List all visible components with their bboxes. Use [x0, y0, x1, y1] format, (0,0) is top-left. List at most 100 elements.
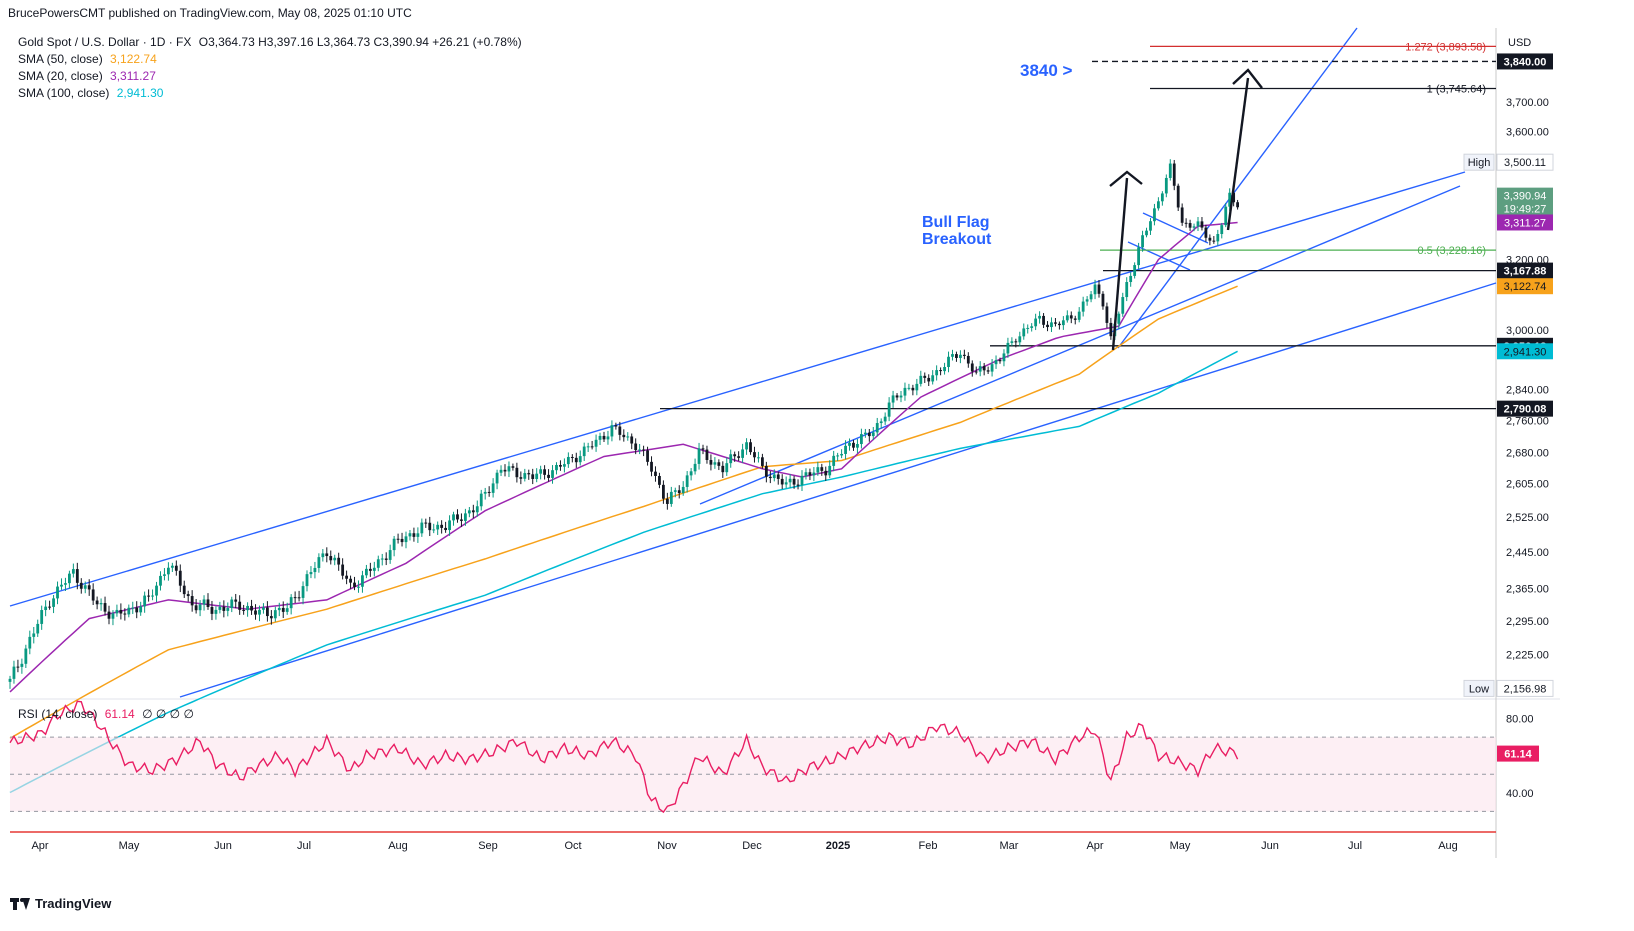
pattern-line-2: Breakout — [922, 231, 992, 248]
candle-body — [64, 583, 67, 585]
candle-body — [931, 375, 935, 382]
candle-body — [242, 609, 246, 611]
symbol-name[interactable]: Gold Spot / U.S. Dollar · 1D · FX — [18, 35, 192, 49]
candle-body — [804, 472, 808, 476]
candle-body — [574, 457, 578, 463]
rsi-line — [9, 700, 1239, 814]
candle-body — [60, 584, 63, 587]
pattern-annotation[interactable]: Bull Flag Breakout — [922, 214, 991, 248]
candle-body — [673, 490, 677, 492]
marker-tag-box — [1463, 679, 1495, 697]
candle-body — [1129, 275, 1133, 283]
candle-body — [566, 456, 570, 465]
tradingview-logo[interactable]: TradingView — [10, 896, 111, 911]
rsi-band — [10, 737, 1496, 812]
candle-body — [808, 472, 812, 476]
candle-body — [487, 491, 491, 493]
candle-body — [570, 456, 574, 458]
candle-body — [665, 498, 669, 504]
sma50-label[interactable]: SMA (50, close) — [18, 52, 103, 66]
candle-body — [1216, 234, 1220, 242]
price-markers: 3,500.11 High 3,840.00 3,390.9419:49:273,31… — [1463, 53, 1554, 697]
candle-body — [301, 586, 305, 598]
candle-body — [650, 461, 653, 472]
price-marker-box — [1497, 214, 1553, 231]
currency-label: USD — [1508, 37, 1531, 49]
candle-body — [1034, 318, 1038, 327]
candle-body — [218, 606, 222, 610]
candle-body — [503, 469, 507, 472]
candle-body — [768, 476, 772, 479]
time-tick-label: May — [119, 840, 140, 852]
candle-body — [75, 569, 79, 583]
candle-body — [923, 375, 927, 378]
candle-body — [863, 432, 867, 435]
candle-body — [28, 636, 32, 649]
candle-body — [638, 449, 642, 451]
price-tick-label: 2,445.00 — [1506, 547, 1549, 559]
candle-body — [966, 355, 970, 364]
candle-body — [701, 448, 705, 450]
candle-body — [159, 575, 162, 586]
fib-label: 1.272 (3,893.58) — [1405, 41, 1486, 53]
target-annotation[interactable]: 3840 > — [1020, 61, 1073, 80]
candle-body — [705, 449, 709, 460]
rsi-extras: ∅ ∅ ∅ ∅ — [142, 707, 194, 721]
candle-body — [962, 354, 966, 356]
rsi-label[interactable]: RSI (14, close) — [18, 707, 98, 721]
candle-body — [206, 599, 210, 607]
candle-body — [978, 366, 982, 372]
candle-body — [40, 610, 44, 624]
candle-body — [345, 575, 348, 579]
sma100-label[interactable]: SMA (100, close) — [18, 86, 110, 100]
candle-body — [836, 455, 840, 457]
candle-body — [1089, 294, 1093, 300]
candle-body — [91, 589, 95, 601]
candle-body — [471, 510, 475, 513]
candle-body — [737, 456, 741, 458]
time-tick-label: Nov — [657, 840, 677, 852]
candle-body — [725, 463, 729, 473]
candle-body — [1232, 192, 1236, 203]
candle-body — [1137, 247, 1140, 266]
candle-body — [87, 585, 91, 590]
candle-body — [582, 446, 586, 457]
candle-body — [812, 472, 816, 476]
candle-body — [1125, 282, 1129, 298]
time-tick-label: Mar — [1000, 840, 1019, 852]
candle-body — [416, 533, 420, 537]
time-tick-label: Jun — [1261, 840, 1279, 852]
candle-body — [974, 371, 978, 373]
candle-body — [1085, 299, 1089, 302]
candle-body — [970, 363, 974, 372]
candle-body — [297, 597, 301, 599]
sma-line — [9, 221, 1238, 693]
candle-body — [361, 575, 364, 587]
candle-body — [1200, 221, 1204, 228]
candle-body — [147, 595, 150, 597]
candle-body — [1192, 226, 1196, 228]
candle-body — [103, 603, 107, 612]
candle-body — [1141, 235, 1144, 248]
price-marker-value: 2,790.08 — [1504, 404, 1547, 416]
candle-body — [626, 436, 630, 438]
candle-body — [753, 452, 756, 458]
candle-body — [535, 473, 539, 479]
time-tick-label: Oct — [564, 840, 581, 852]
candle-body — [313, 567, 317, 573]
ohlc-values: O3,364.73 H3,397.16 L3,364.73 C3,390.94 … — [198, 35, 522, 49]
candle-body — [515, 467, 519, 478]
candle-body — [951, 354, 954, 357]
candle-body — [151, 595, 154, 597]
price-marker-value: 2,156.98 — [1504, 683, 1547, 695]
candle-body — [281, 607, 285, 612]
price-marker-box — [1497, 343, 1553, 360]
candle-body — [1208, 237, 1212, 241]
sma20-value: 3,311.27 — [110, 69, 156, 83]
candle-body — [622, 434, 626, 438]
sma20-label[interactable]: SMA (20, close) — [18, 69, 103, 83]
candle-body — [499, 469, 503, 473]
candle-body — [349, 578, 352, 583]
candle-body — [68, 573, 71, 584]
